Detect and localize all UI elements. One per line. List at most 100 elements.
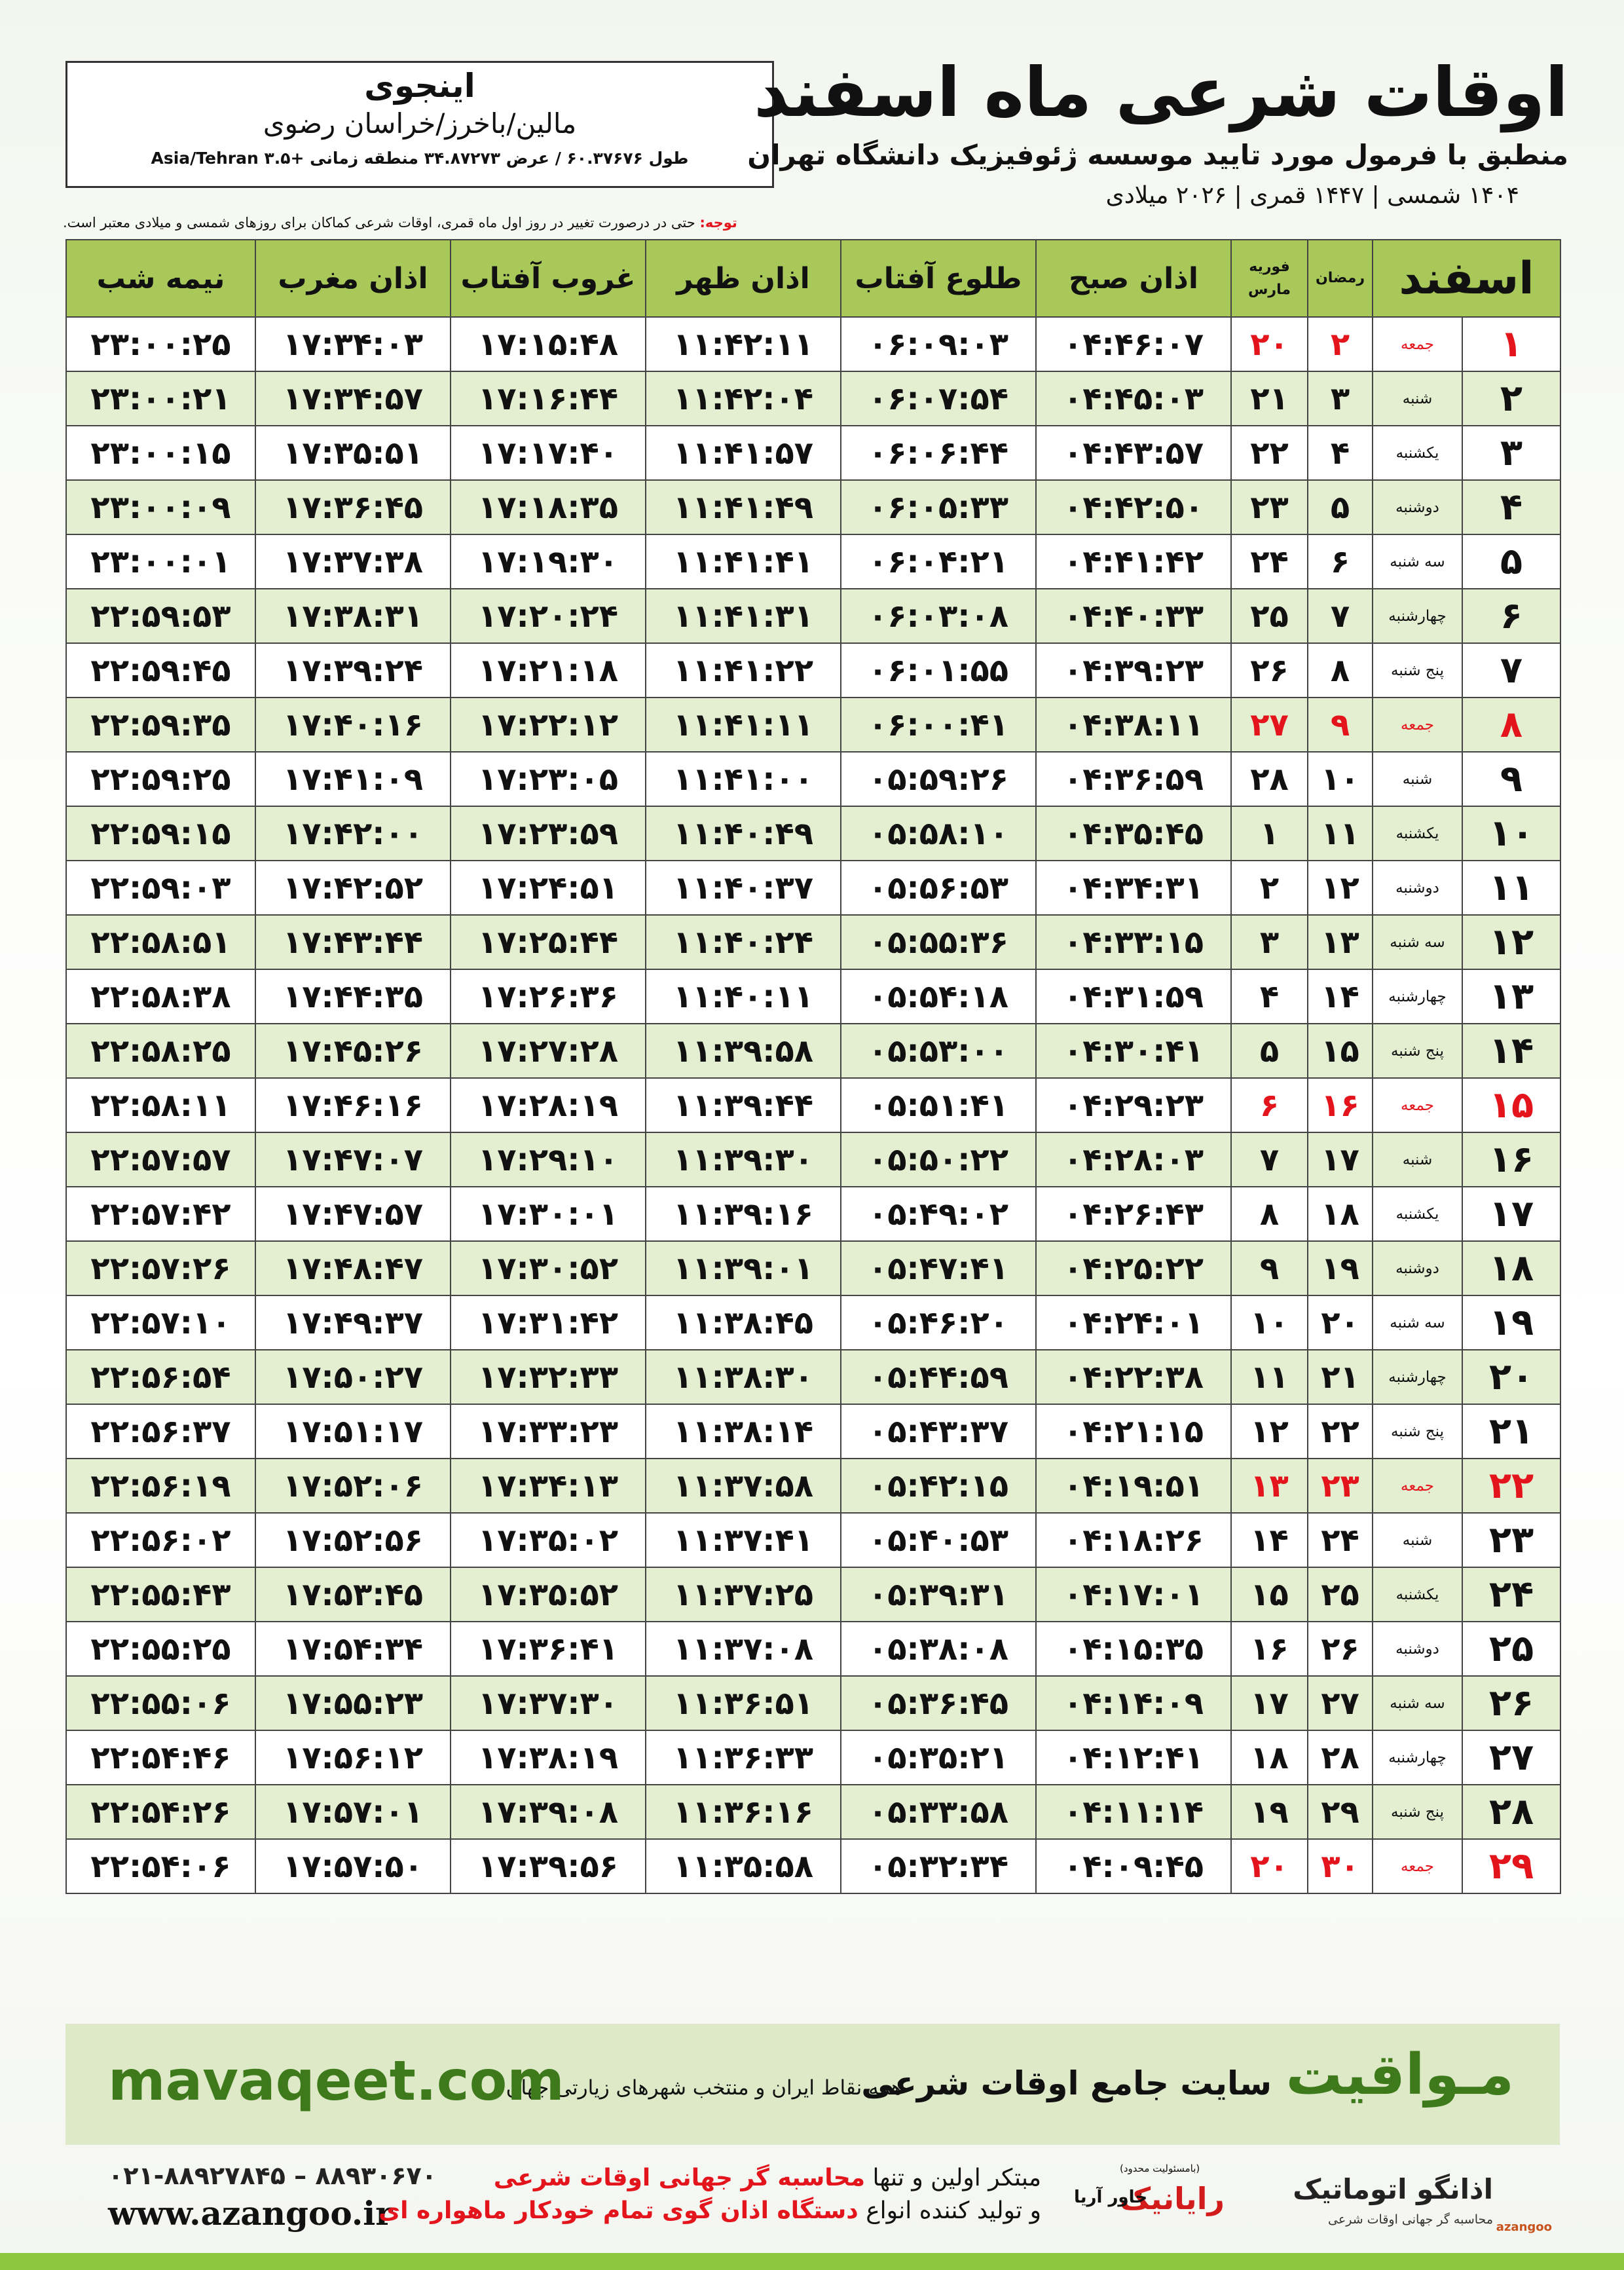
date-cell: ۷ <box>1230 1132 1308 1187</box>
phone: ۰۲۱-۸۸۹۲۷۸۴۵ – ۸۸۹۳۰۶۷۰ <box>108 2161 437 2190</box>
column-header: اذان مغرب <box>255 239 451 318</box>
time-cell: ۰۴:۱۱:۱۴ <box>1035 1784 1232 1840</box>
time-cell: ۱۷:۳۶:۴۱ <box>450 1621 646 1677</box>
time-cell: ۰۶:۰۳:۰۸ <box>840 588 1037 644</box>
date-cell: سه شنبه <box>1371 914 1464 970</box>
time-cell: ۲۲:۵۹:۵۳ <box>65 588 256 644</box>
time-cell: ۱۷:۲۲:۱۲ <box>450 697 646 753</box>
date-cell: ۲۰ <box>1230 1838 1308 1894</box>
time-cell: ۱۷:۲۶:۳۶ <box>450 969 646 1024</box>
date-cell: چهارشنبه <box>1371 1349 1464 1405</box>
time-cell: ۲۲:۵۶:۱۹ <box>65 1458 256 1514</box>
date-cell: ۵ <box>1462 534 1562 589</box>
time-cell: ۱۷:۲۳:۵۹ <box>450 806 646 861</box>
time-cell: ۱۷:۵۷:۵۰ <box>255 1838 451 1894</box>
time-cell: ۱۷:۴۲:۰۰ <box>255 806 451 861</box>
date-cell: ۱۱ <box>1230 1349 1308 1405</box>
date-cell: ۲۰ <box>1307 1295 1373 1350</box>
time-cell: ۲۲:۵۹:۲۵ <box>65 751 256 807</box>
time-cell: ۱۷:۴۱:۰۹ <box>255 751 451 807</box>
table-row: ۱ جمعه ۲ ۲۰ ۰۴:۴۶:۰۷ ۰۶:۰۹:۰۳ ۱۱:۴۲:۱۱ ۱۷:۱۵:۴۸… <box>65 316 1562 372</box>
time-cell: ۱۷:۳۴:۵۷ <box>255 371 451 426</box>
date-cell: ۲۳ <box>1462 1512 1562 1568</box>
time-cell: ۱۷:۳۴:۱۳ <box>450 1458 646 1514</box>
time-cell: ۰۶:۰۵:۳۳ <box>840 479 1037 535</box>
table-row: ۱۰ یکشنبه ۱۱ ۱ ۰۴:۳۵:۴۵ ۰۵:۵۸:۱۰ ۱۱:۴۰:۴۹ ۱۷:۲۳… <box>65 806 1562 861</box>
time-cell: ۱۷:۳۷:۳۸ <box>255 534 451 589</box>
date-cell: ۱۲ <box>1230 1404 1308 1459</box>
logo: رایانیک <box>1120 2181 1225 2216</box>
footer-line: مبتکر اولین و تنها محاسبه گر جهانی اوقات… <box>494 2165 1041 2191</box>
date-cell: ۱۰ <box>1462 806 1562 861</box>
time-cell: ۱۷:۲۱:۱۸ <box>450 642 646 698</box>
time-cell: ۲۲:۵۵:۰۶ <box>65 1675 256 1731</box>
time-cell: ۲۲:۵۸:۲۵ <box>65 1023 256 1079</box>
time-cell: ۱۱:۴۲:۰۴ <box>645 371 841 426</box>
date-cell: سه شنبه <box>1371 1675 1464 1731</box>
time-cell: ۱۱:۳۷:۲۵ <box>645 1567 841 1622</box>
date-cell: ۱۹ <box>1462 1295 1562 1350</box>
date-cell: پنج شنبه <box>1371 1784 1464 1840</box>
time-cell: ۰۴:۲۵:۲۲ <box>1035 1240 1232 1296</box>
time-cell: ۰۴:۱۵:۳۵ <box>1035 1621 1232 1677</box>
date-cell: پنج شنبه <box>1371 1023 1464 1079</box>
logo-sub: محاسبه گر جهانی اوقات شرعی <box>1328 2212 1493 2227</box>
time-cell: ۱۷:۳۸:۳۱ <box>255 588 451 644</box>
date-cell: ۲۱ <box>1230 371 1308 426</box>
time-cell: ۲۲:۵۴:۴۶ <box>65 1730 256 1785</box>
table-row: ۱۸ دوشنبه ۱۹ ۹ ۰۴:۲۵:۲۲ ۰۵:۴۷:۴۱ ۱۱:۳۹:۰۱ ۱۷:۳۰… <box>65 1240 1562 1296</box>
time-cell: ۲۳:۰۰:۰۹ <box>65 479 256 535</box>
date-cell: ۱۶ <box>1230 1621 1308 1677</box>
time-cell: ۱۱:۴۱:۳۱ <box>645 588 841 644</box>
subtitle: منطبق با فرمول مورد تایید موسسه ژئوفیزیک… <box>747 139 1568 171</box>
time-cell: ۱۷:۲۸:۱۹ <box>450 1077 646 1133</box>
time-cell: ۱۷:۲۵:۴۴ <box>450 914 646 970</box>
date-cell: شنبه <box>1371 751 1464 807</box>
column-header-line: مارس <box>1248 282 1291 298</box>
time-cell: ۱۱:۴۱:۴۱ <box>645 534 841 589</box>
date-cell: ۱۷ <box>1230 1675 1308 1731</box>
table-row: ۱۲ سه شنبه ۱۳ ۳ ۰۴:۳۳:۱۵ ۰۵:۵۵:۳۶ ۱۱:۴۰:۲۴ ۱۷:۲… <box>65 914 1562 970</box>
date-cell: ۳ <box>1230 914 1308 970</box>
date-cell: ۵ <box>1230 1023 1308 1079</box>
time-cell: ۰۵:۳۲:۳۴ <box>840 1838 1037 1894</box>
time-cell: ۰۴:۱۴:۰۹ <box>1035 1675 1232 1731</box>
column-header: اذان صبح <box>1035 239 1232 318</box>
time-cell: ۱۱:۴۰:۱۱ <box>645 969 841 1024</box>
time-cell: ۰۵:۵۳:۰۰ <box>840 1023 1037 1079</box>
time-cell: ۰۴:۳۶:۵۹ <box>1035 751 1232 807</box>
time-cell: ۱۷:۳۵:۰۲ <box>450 1512 646 1568</box>
logo-note: (باﻣﺴﺌﻮﻟﯿﺖ ﻣﺤﺪود) <box>1120 2163 1200 2174</box>
column-header: طلوع آفتاب <box>840 239 1037 318</box>
date-cell: ۱۸ <box>1307 1186 1373 1242</box>
time-cell: ۲۳:۰۰:۱۵ <box>65 425 256 481</box>
table-row: ۴ دوشنبه ۵ ۲۳ ۰۴:۴۲:۵۰ ۰۶:۰۵:۳۳ ۱۱:۴۱:۴۹ ۱۷:۱۸:… <box>65 479 1562 535</box>
date-cell: ۲۶ <box>1230 642 1308 698</box>
time-cell: ۰۴:۴۱:۴۲ <box>1035 534 1232 589</box>
time-cell: ۱۷:۳۰:۵۲ <box>450 1240 646 1296</box>
time-cell: ۲۲:۵۶:۵۴ <box>65 1349 256 1405</box>
time-cell: ۲۲:۵۸:۵۱ <box>65 914 256 970</box>
time-cell: ۲۲:۵۵:۲۵ <box>65 1621 256 1677</box>
column-header: غروب آفتاب <box>450 239 646 318</box>
date-cell: ۲۲ <box>1230 425 1308 481</box>
date-cell: ۲۳ <box>1307 1458 1373 1514</box>
time-cell: ۱۷:۳۵:۵۱ <box>255 425 451 481</box>
footer-text: مبتکر اولین و تنها <box>872 2165 1041 2191</box>
note-text: حتی در درصورت تغییر در روز اول ماه قمری،… <box>63 215 695 231</box>
column-header: اذان ظهر <box>645 239 841 318</box>
column-header: اسفند <box>1371 239 1562 318</box>
date-cell: ۷ <box>1462 642 1562 698</box>
time-cell: ۲۲:۵۴:۲۶ <box>65 1784 256 1840</box>
logo-en: azangoo <box>1496 2220 1552 2234</box>
date-cell: ۲۴ <box>1462 1567 1562 1622</box>
time-cell: ۱۱:۴۰:۲۴ <box>645 914 841 970</box>
time-cell: ۱۱:۳۸:۳۰ <box>645 1349 841 1405</box>
time-cell: ۱۱:۴۲:۱۱ <box>645 316 841 372</box>
time-cell: ۲۳:۰۰:۰۱ <box>65 534 256 589</box>
table-row: ۲۱ پنج شنبه ۲۲ ۱۲ ۰۴:۲۱:۱۵ ۰۵:۴۳:۳۷ ۱۱:۳۸:۱۴ ۱۷… <box>65 1404 1562 1459</box>
time-cell: ۱۱:۴۱:۲۲ <box>645 642 841 698</box>
date-cell: یکشنبه <box>1371 1567 1464 1622</box>
time-cell: ۲۲:۵۹:۱۵ <box>65 806 256 861</box>
